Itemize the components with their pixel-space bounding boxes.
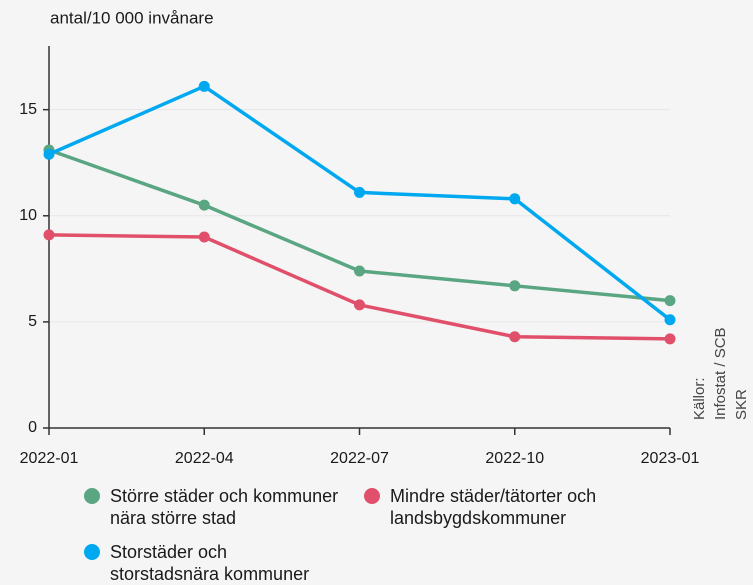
legend-swatch [84, 544, 100, 560]
series-line [48, 233, 671, 341]
series-line [48, 84, 672, 322]
legend-swatch [364, 488, 380, 504]
x-tick-label: 2022-04 [175, 450, 234, 467]
y-tick-label: 0 [28, 419, 37, 436]
legend-item: Större städer och kommuner nära större s… [84, 485, 360, 529]
data-point [509, 193, 521, 205]
x-tick-label: 2022-07 [330, 450, 389, 467]
data-point [198, 80, 210, 92]
x-tick-label: 2023-01 [641, 450, 700, 467]
data-point [509, 331, 521, 343]
data-point [354, 186, 365, 198]
y-tick-label: 15 [19, 101, 37, 118]
data-point [198, 199, 210, 211]
source-line: Källor: [691, 377, 708, 420]
data-point [354, 265, 365, 277]
legend-label: Större städer och kommuner nära större s… [110, 486, 339, 528]
legend-item: Storstäder och storstadsnära kommuner [84, 541, 340, 585]
source: Källor: Infostat / SCB SKR [691, 327, 750, 420]
y-tick-label: 5 [28, 313, 37, 330]
data-point [354, 299, 365, 311]
data-point [664, 333, 676, 345]
source-line: SKR [733, 389, 750, 420]
series-line [48, 148, 671, 303]
y-axis-label: antal/10 000 invånare [50, 8, 214, 27]
legend-label: Storstäder och storstadsnära kommuner [110, 542, 310, 584]
data-point [198, 231, 210, 243]
legend-label: Mindre städer/tätorter och landsbygdskom… [390, 486, 597, 528]
y-tick-label: 10 [19, 207, 37, 224]
legend-swatch [84, 488, 100, 504]
data-point [664, 314, 676, 326]
data-point [43, 229, 55, 241]
data-point [43, 148, 55, 160]
x-tick-label: 2022-10 [485, 450, 544, 467]
legend-item: Mindre städer/tätorter och landsbygdskom… [364, 485, 680, 529]
data-point [664, 295, 676, 307]
source-line: Infostat / SCB [712, 327, 729, 420]
x-tick-label: 2022-01 [20, 450, 79, 467]
data-point [509, 280, 521, 292]
